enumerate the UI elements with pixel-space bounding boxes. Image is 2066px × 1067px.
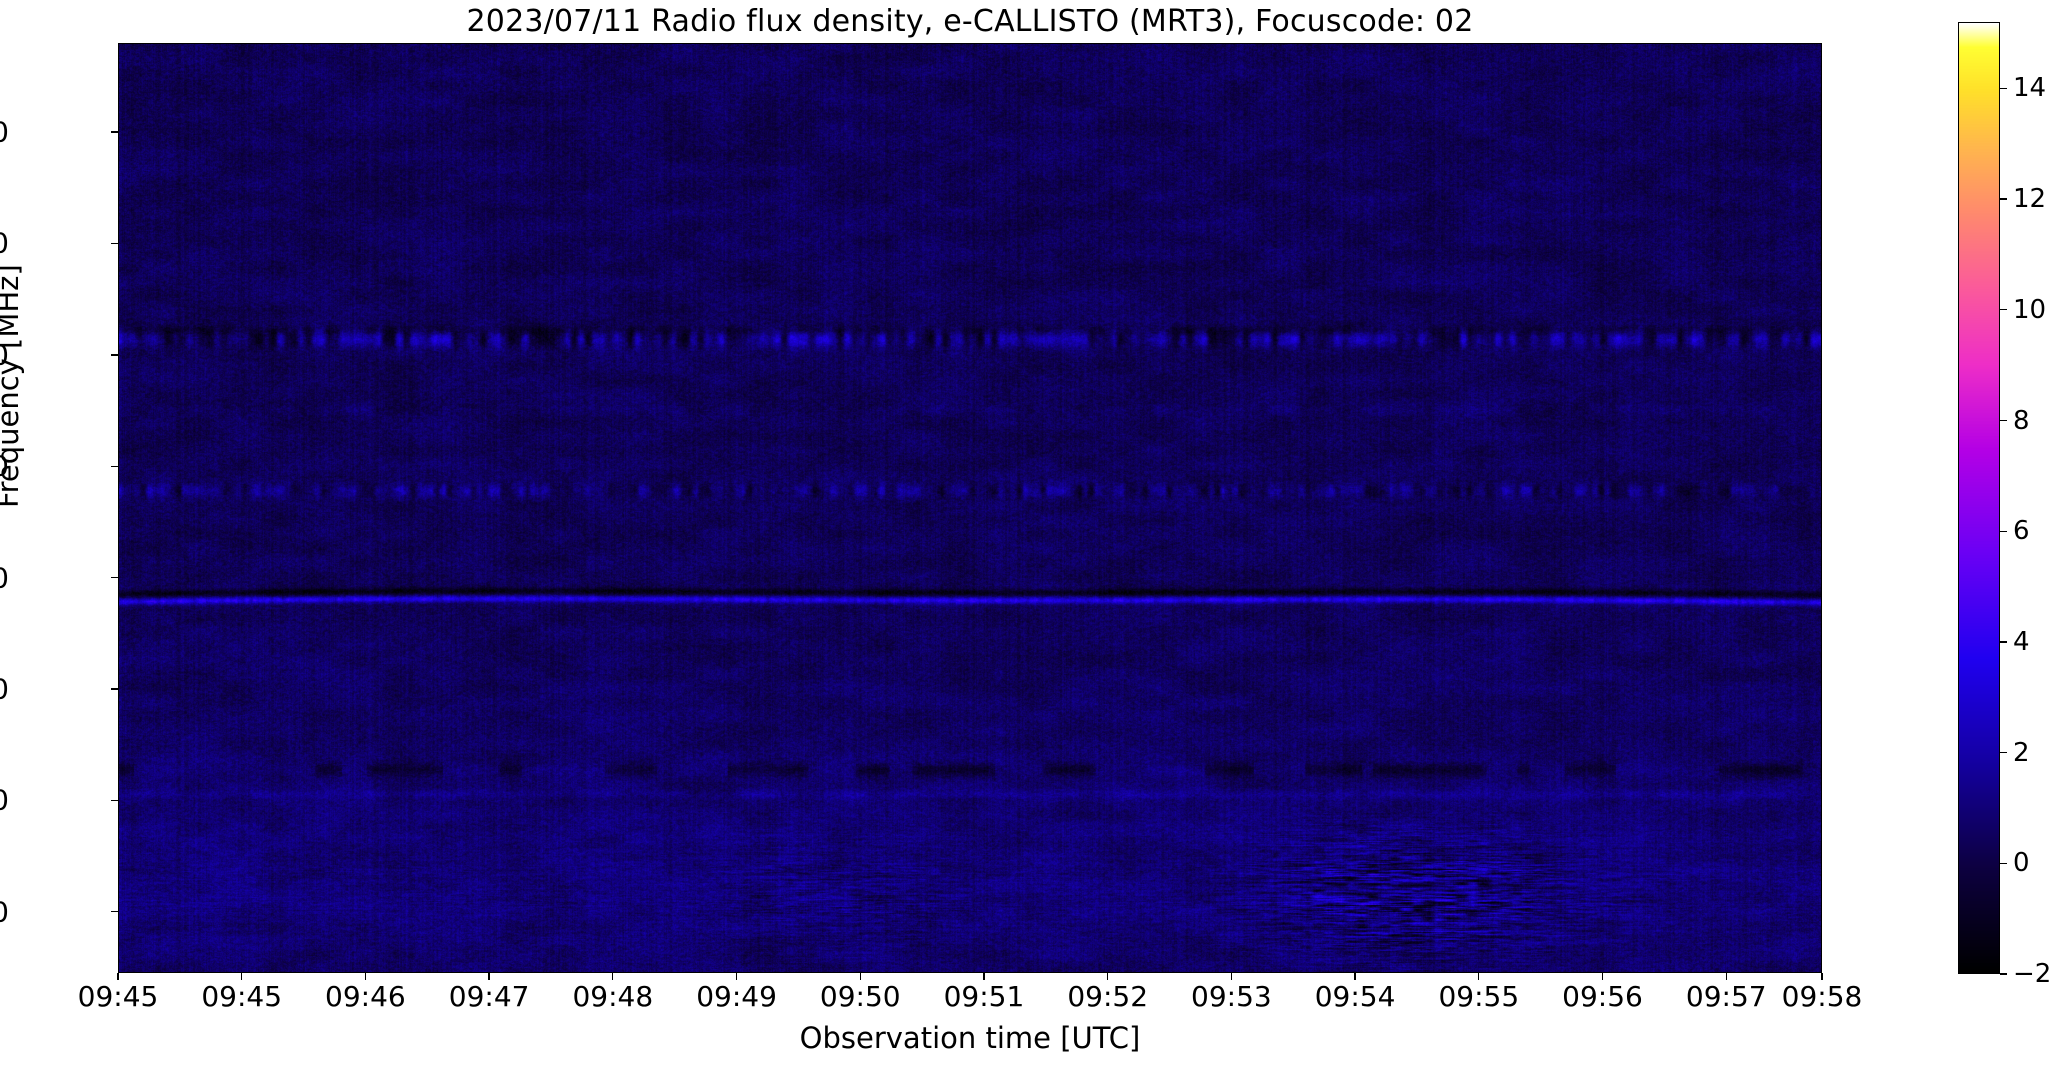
x-axis-label: Observation time [UTC] [799,1021,1141,1055]
colorbar-tick-label-0: 0 [2013,848,2030,879]
y-tick-mark-300 [111,688,118,690]
colorbar-tick-mark-0 [2000,862,2007,864]
colorbar-tick-mark-8 [2000,419,2007,422]
colorbar-tick-label-4: 4 [2013,626,2030,657]
x-tick-mark-6 [859,973,861,980]
x-tick-label-6: 09:50 [819,980,901,1013]
page-title: 2023/07/11 Radio flux density, e-CALLIST… [466,4,1474,39]
y-tick-label-500: 500 [0,449,9,483]
y-tick-label-100: 100 [0,895,9,929]
y-tick-label-300: 300 [0,672,9,706]
colorbar-gradient [1959,23,1999,973]
y-tick-label-800: 800 [0,115,9,149]
colorbar-tick-mark-14 [2000,87,2007,90]
y-tick-mark-600 [111,354,118,356]
x-tick-mark-7 [983,973,985,980]
x-tick-mark-10 [1354,973,1356,980]
colorbar-label: dB above background [2062,180,2066,498]
colorbar [1958,22,2000,974]
x-tick-mark-8 [1107,973,1109,980]
x-tick-label-5: 09:49 [696,980,777,1013]
x-tick-label-1: 09:45 [201,980,283,1013]
colorbar-tick-mark--2 [2000,973,2007,975]
x-tick-label-11: 09:55 [1438,980,1520,1013]
colorbar-tick-label-10: 10 [2013,294,2047,325]
y-tick-mark-700 [111,242,118,245]
y-tick-label-200: 200 [0,783,9,817]
colorbar-tick-label-12: 12 [2013,184,2047,215]
x-tick-label-2: 09:46 [325,980,406,1013]
x-tick-label-4: 09:48 [572,980,654,1013]
y-tick-mark-200 [111,799,118,801]
x-tick-label-0: 09:45 [77,980,159,1013]
colorbar-tick-label--2: −2 [2013,959,2052,989]
x-tick-label-9: 09:53 [1191,980,1272,1013]
x-tick-mark-5 [735,973,738,980]
spectrogram-axes [118,43,1822,973]
y-tick-label-400: 400 [0,561,9,595]
spectrogram-image [119,44,1821,972]
x-tick-mark-11 [1478,973,1480,980]
x-tick-label-3: 09:47 [448,980,530,1013]
x-tick-mark-4 [612,973,614,980]
colorbar-tick-label-6: 6 [2013,516,2030,547]
colorbar-tick-label-2: 2 [2013,737,2030,768]
x-tick-mark-12 [1601,973,1604,980]
x-tick-mark-14 [1821,973,1823,980]
x-tick-mark-0 [117,973,119,980]
colorbar-tick-mark-2 [2000,751,2007,754]
y-tick-mark-500 [111,465,118,467]
x-tick-label-8: 09:52 [1067,980,1149,1013]
colorbar-tick-mark-12 [2000,198,2007,200]
y-tick-label-700: 700 [0,226,9,260]
x-tick-label-14: 09:58 [1781,980,1863,1013]
x-tick-label-12: 09:56 [1562,980,1643,1013]
y-tick-mark-400 [111,576,118,579]
y-tick-label-600: 600 [0,338,9,372]
colorbar-tick-label-8: 8 [2013,405,2030,436]
x-tick-mark-2 [364,973,367,980]
x-tick-mark-1 [241,973,243,980]
x-tick-label-10: 09:54 [1314,980,1396,1013]
x-tick-mark-13 [1725,973,1727,980]
x-tick-mark-3 [488,973,490,980]
x-tick-mark-9 [1230,973,1233,980]
colorbar-tick-mark-10 [2000,309,2007,311]
colorbar-tick-label-14: 14 [2013,73,2047,104]
y-tick-mark-100 [111,911,118,913]
x-tick-label-13: 09:57 [1685,980,1767,1013]
x-tick-label-7: 09:51 [943,980,1025,1013]
colorbar-tick-mark-4 [2000,641,2007,643]
colorbar-tick-mark-6 [2000,530,2007,532]
y-tick-mark-800 [111,131,118,133]
